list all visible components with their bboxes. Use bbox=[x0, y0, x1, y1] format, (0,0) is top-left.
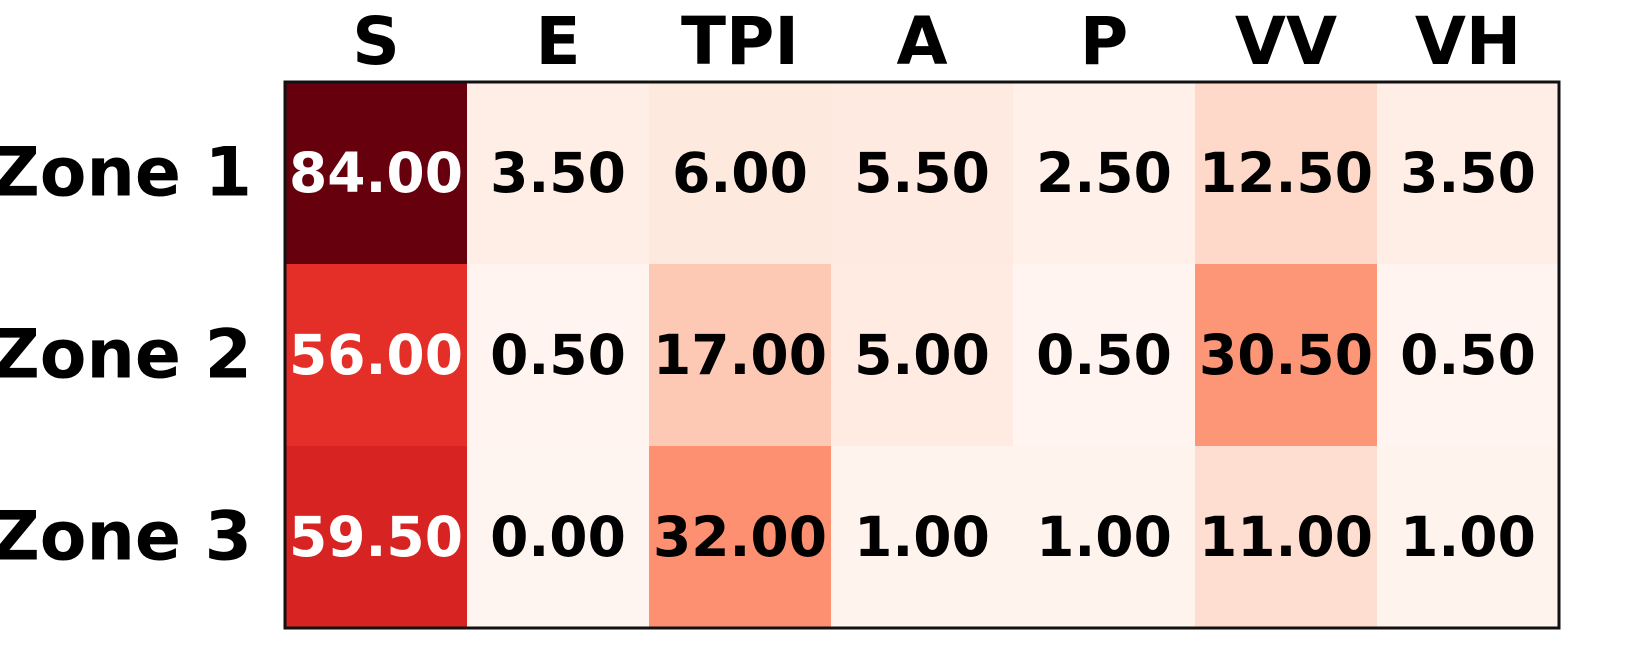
cell-value-label: 5.00 bbox=[854, 323, 990, 387]
heatmap-cell bbox=[649, 446, 832, 629]
heatmap-cell bbox=[1013, 446, 1196, 629]
heatmap-frame bbox=[283, 80, 1561, 630]
heatmap-cells: 84.00 3.50 6.00 5.50 2.50 12.50 3.50 56.00 0.50 1… bbox=[285, 82, 1560, 629]
cell-value-label: 1.00 bbox=[1400, 505, 1536, 569]
heatmap-cell bbox=[649, 264, 832, 447]
heatmap-cell bbox=[831, 446, 1014, 629]
cell-value-label: 3.50 bbox=[490, 141, 626, 205]
cell-value-label: 30.50 bbox=[1199, 323, 1373, 387]
row-label: Zone 2 bbox=[0, 316, 252, 395]
heatmap-cell bbox=[1013, 82, 1196, 265]
heatmap-cell bbox=[285, 82, 468, 265]
heatmap-cell bbox=[1377, 446, 1560, 629]
cell-value-label: 0.50 bbox=[1036, 323, 1172, 387]
cell-value-label: 1.00 bbox=[1036, 505, 1172, 569]
heatmap-cell bbox=[467, 82, 650, 265]
cell-value-label: 3.50 bbox=[1400, 141, 1536, 205]
column-label: A bbox=[896, 3, 947, 80]
cell-value-label: 17.00 bbox=[653, 323, 827, 387]
column-label: E bbox=[535, 3, 580, 80]
heatmap-cell bbox=[1377, 82, 1560, 265]
heatmap-cell bbox=[285, 446, 468, 629]
cell-value-label: 0.00 bbox=[490, 505, 626, 569]
cell-value-label: 59.50 bbox=[289, 505, 463, 569]
heatmap-cell bbox=[467, 446, 650, 629]
cell-value-label: 5.50 bbox=[854, 141, 990, 205]
column-label: P bbox=[1080, 3, 1128, 80]
cell-value-label: 0.50 bbox=[490, 323, 626, 387]
column-label: TPI bbox=[681, 3, 799, 80]
row-label: Zone 3 bbox=[0, 498, 252, 577]
heatmap-cell bbox=[1377, 264, 1560, 447]
heatmap-cell bbox=[649, 82, 832, 265]
cell-value-label: 2.50 bbox=[1036, 141, 1172, 205]
cell-value-label: 6.00 bbox=[672, 141, 808, 205]
cell-value-label: 84.00 bbox=[289, 141, 463, 205]
heatmap-cell bbox=[831, 264, 1014, 447]
cell-value-label: 12.50 bbox=[1199, 141, 1373, 205]
cell-value-label: 0.50 bbox=[1400, 323, 1536, 387]
row-labels: Zone 1 Zone 2 Zone 3 bbox=[0, 134, 252, 577]
column-label: VV bbox=[1235, 3, 1337, 80]
heatmap-cell bbox=[831, 82, 1014, 265]
column-label: VH bbox=[1415, 3, 1521, 80]
cell-value-label: 11.00 bbox=[1199, 505, 1373, 569]
heatmap-cell bbox=[1195, 446, 1378, 629]
column-label: S bbox=[352, 3, 400, 80]
heatmap-cell bbox=[467, 264, 650, 447]
cell-value-label: 32.00 bbox=[653, 505, 827, 569]
heatmap-cell bbox=[1195, 264, 1378, 447]
cell-value-label: 1.00 bbox=[854, 505, 990, 569]
heatmap-cell bbox=[285, 264, 468, 447]
cell-value-label: 56.00 bbox=[289, 323, 463, 387]
row-label: Zone 1 bbox=[0, 134, 252, 213]
heatmap-cell bbox=[1013, 264, 1196, 447]
column-labels: S E TPI A P VV VH bbox=[352, 3, 1521, 80]
heatmap-cell bbox=[1195, 82, 1378, 265]
